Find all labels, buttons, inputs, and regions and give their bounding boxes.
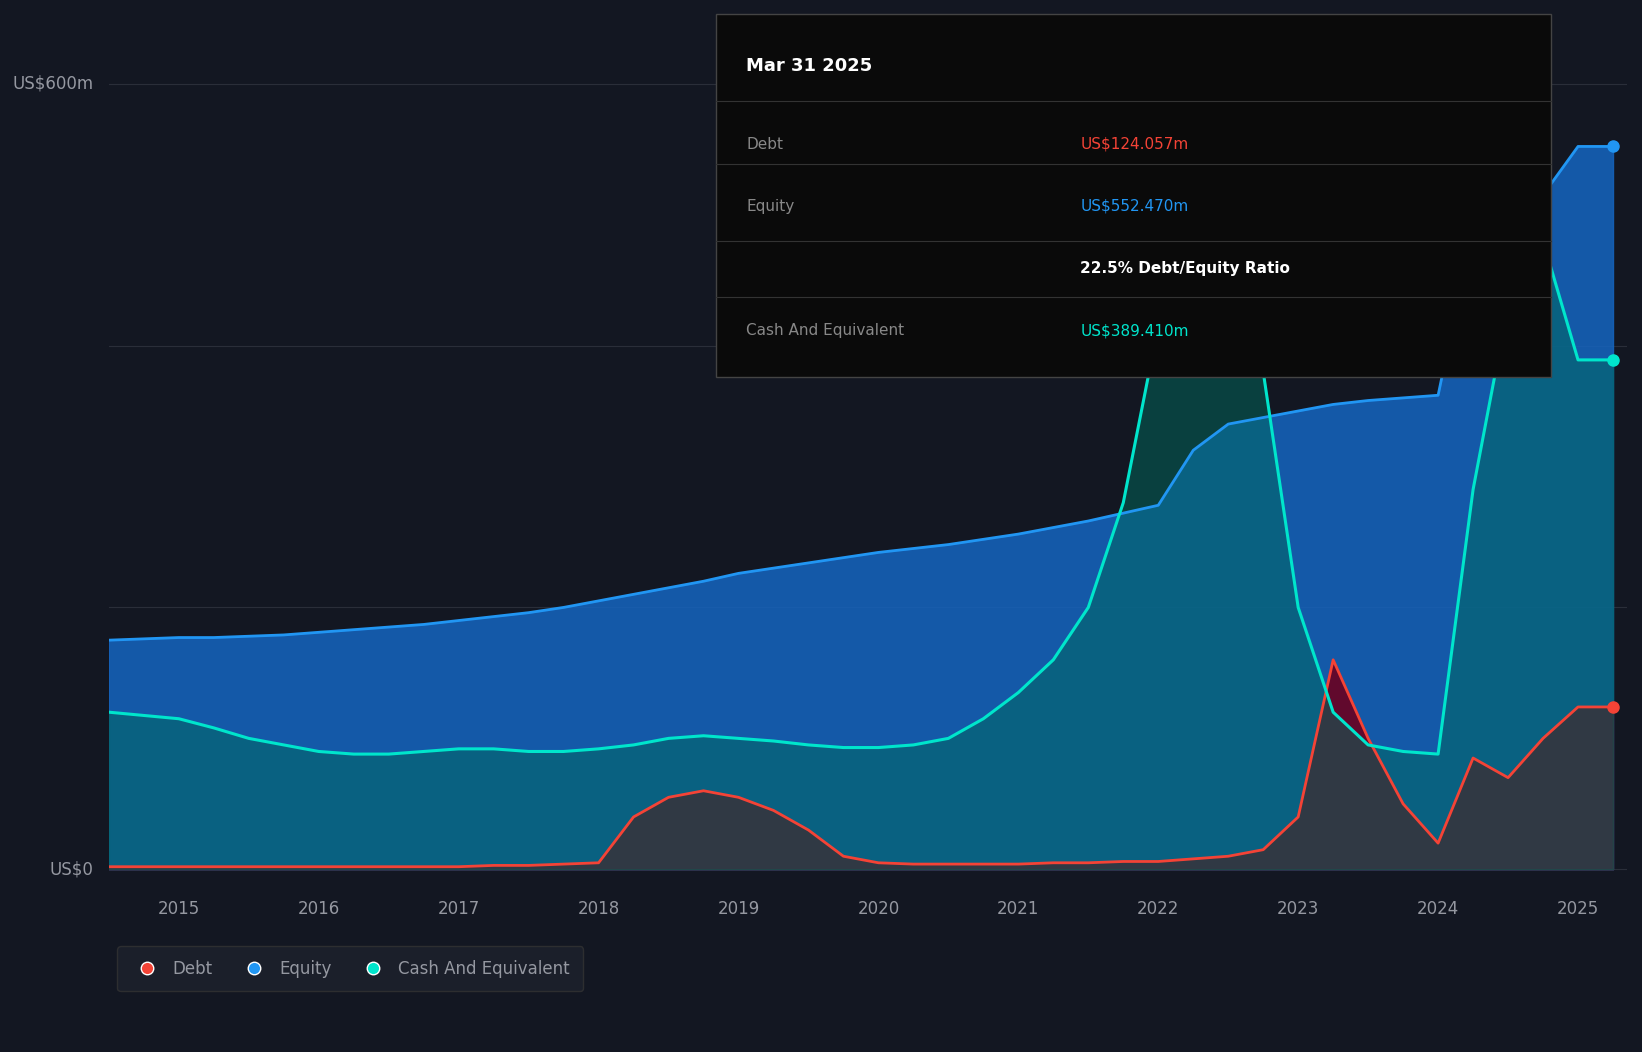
Text: US$600m: US$600m — [13, 75, 94, 93]
Text: Debt: Debt — [747, 137, 783, 151]
Text: US$124.057m: US$124.057m — [1080, 137, 1189, 151]
Text: US$552.470m: US$552.470m — [1080, 199, 1189, 214]
Legend: Debt, Equity, Cash And Equivalent: Debt, Equity, Cash And Equivalent — [117, 946, 583, 991]
Text: US$0: US$0 — [49, 861, 94, 878]
Text: Cash And Equivalent: Cash And Equivalent — [747, 323, 905, 339]
Text: Mar 31 2025: Mar 31 2025 — [747, 57, 874, 75]
Text: Equity: Equity — [747, 199, 795, 214]
FancyBboxPatch shape — [716, 14, 1552, 377]
Text: US$389.410m: US$389.410m — [1080, 323, 1189, 339]
Text: 22.5% Debt/Equity Ratio: 22.5% Debt/Equity Ratio — [1080, 261, 1291, 276]
